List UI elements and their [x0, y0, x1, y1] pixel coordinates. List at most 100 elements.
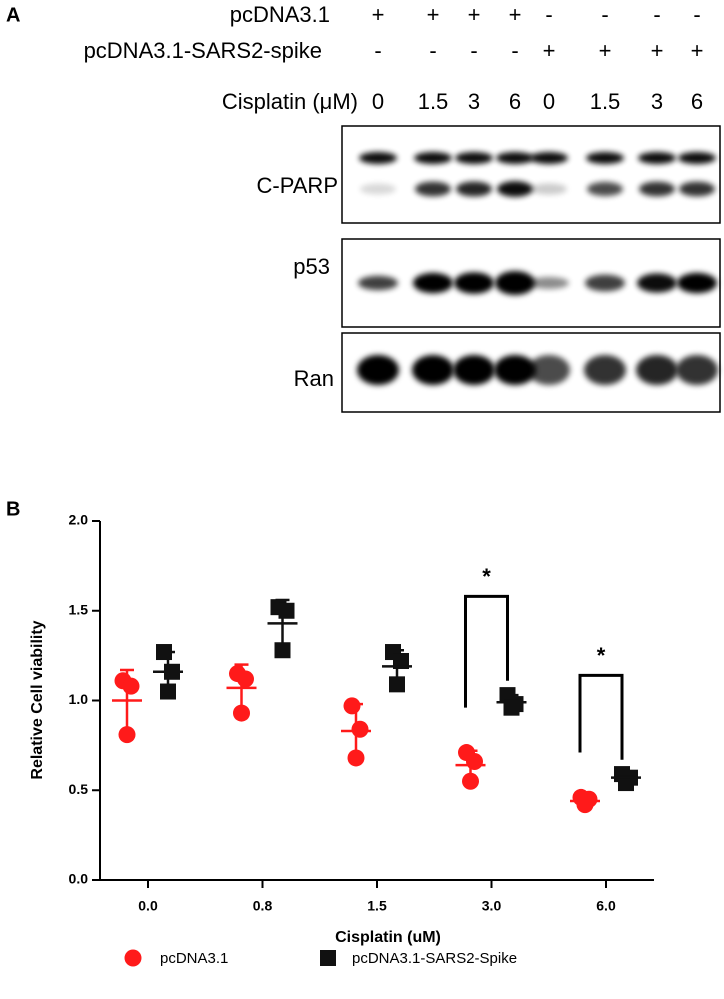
point — [237, 670, 254, 688]
blot-band — [359, 152, 397, 164]
legend-label: pcDNA3.1-SARS2-Spike — [352, 950, 517, 967]
lane-sign: - — [545, 2, 552, 27]
point — [389, 676, 405, 693]
row-label: pcDNA3.1 — [230, 2, 330, 27]
lane-sign: + — [372, 2, 385, 27]
dose: 0 — [543, 89, 555, 114]
blot-band — [639, 181, 675, 197]
significance-label: * — [482, 564, 491, 589]
blot-band — [412, 355, 454, 385]
dose: 0 — [372, 89, 384, 114]
blot-band — [531, 183, 567, 195]
blot-band — [413, 272, 453, 294]
point — [156, 644, 172, 661]
panel-label: A — [6, 4, 20, 26]
x-tick-label: 0.8 — [253, 898, 273, 914]
blot-band — [358, 275, 398, 291]
blot-label: Ran — [294, 366, 334, 391]
blot-band — [528, 355, 570, 385]
x-tick-label: 0.0 — [138, 898, 158, 914]
blot-band — [678, 152, 716, 164]
lane-sign: + — [468, 2, 481, 27]
blot-band — [414, 152, 452, 164]
blot-band — [587, 181, 623, 197]
panel-label: B — [6, 498, 20, 520]
blot-band — [495, 271, 535, 295]
dose-label: Cisplatin (μM) — [222, 89, 358, 114]
point — [503, 699, 520, 716]
blot-band — [676, 355, 718, 385]
point — [122, 677, 140, 695]
blot-band — [415, 181, 451, 197]
lane-sign: + — [509, 2, 522, 27]
point — [462, 772, 479, 790]
point — [160, 683, 176, 700]
dose: 6 — [509, 89, 521, 114]
blot-band — [455, 152, 493, 164]
lane-sign: + — [543, 38, 556, 63]
x-tick-label: 1.5 — [367, 898, 387, 914]
y-tick-label: 2.0 — [69, 512, 89, 528]
blot-band — [679, 181, 715, 197]
blot-band — [636, 355, 678, 385]
point — [466, 753, 483, 771]
lane-sign: - — [601, 2, 608, 27]
lane-sign: - — [693, 2, 700, 27]
dose: 1.5 — [590, 89, 621, 114]
dose: 1.5 — [418, 89, 449, 114]
y-tick-label: 1.0 — [69, 691, 89, 707]
blot-band — [456, 181, 492, 197]
dose: 3 — [651, 89, 663, 114]
point — [576, 796, 594, 814]
y-axis-title: Relative Cell viability — [29, 620, 46, 779]
blot-band — [638, 152, 676, 164]
y-tick-label: 1.5 — [69, 601, 89, 617]
x-tick-label: 6.0 — [596, 898, 616, 914]
lane-sign: + — [599, 38, 612, 63]
lane-sign: - — [470, 38, 477, 63]
blots — [341, 125, 721, 413]
point — [351, 720, 369, 738]
blot-frame — [341, 125, 721, 224]
legend-marker — [124, 949, 142, 967]
blot-label: C-PARP — [257, 173, 339, 198]
blot-band — [494, 355, 536, 385]
blot-band — [496, 152, 534, 164]
lane-sign: - — [429, 38, 436, 63]
point — [393, 653, 409, 670]
point — [618, 775, 634, 792]
point — [278, 602, 295, 619]
blot-band — [677, 272, 717, 294]
x-axis-title: Cisplatin (uM) — [335, 929, 441, 946]
blot-band — [360, 183, 396, 195]
blot-band — [497, 181, 533, 197]
significance-label: * — [597, 643, 606, 668]
lane-sign: + — [691, 38, 704, 63]
significance-bracket — [578, 673, 624, 760]
point — [347, 749, 365, 767]
point — [233, 704, 250, 722]
blot-band — [585, 274, 625, 292]
y-tick-label: 0.5 — [69, 781, 89, 797]
blot-band — [529, 277, 569, 289]
blot-band — [530, 152, 568, 164]
legend-label: pcDNA3.1 — [160, 950, 228, 967]
blot-band — [584, 355, 626, 385]
blot-label: p53 — [293, 254, 330, 279]
blot-band — [357, 355, 399, 385]
row-label: pcDNA3.1-SARS2-spike — [84, 38, 322, 63]
point — [274, 642, 291, 659]
point — [343, 697, 361, 715]
y-tick-label: 0.0 — [69, 871, 89, 887]
point — [118, 726, 136, 744]
dose: 3 — [468, 89, 480, 114]
lane-sign: - — [653, 2, 660, 27]
lane-sign: + — [427, 2, 440, 27]
legend-marker — [320, 950, 336, 966]
x-tick-label: 3.0 — [482, 898, 502, 914]
blot-band — [586, 152, 624, 164]
dose: 6 — [691, 89, 703, 114]
blot-band — [637, 273, 677, 293]
blot-band — [453, 355, 495, 385]
